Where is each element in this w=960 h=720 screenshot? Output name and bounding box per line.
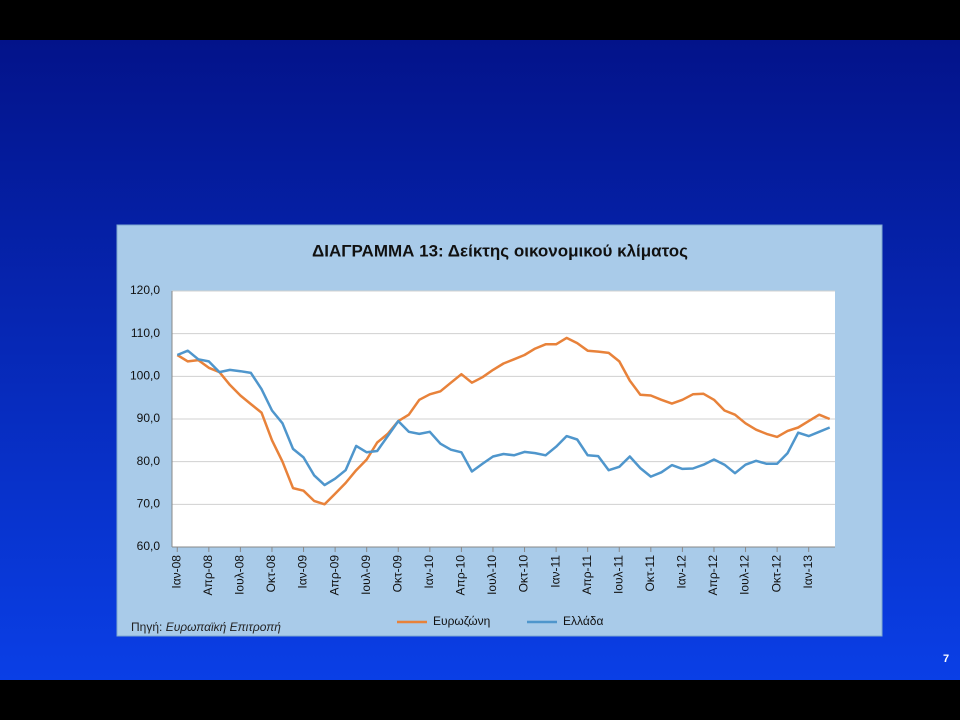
x-tick-label: Ιαν-09 xyxy=(296,555,310,589)
x-tick-label: Απρ-11 xyxy=(580,555,594,595)
page-number: 7 xyxy=(943,653,949,665)
y-tick-label: 110,0 xyxy=(131,326,160,340)
x-tick-label: Ιουλ-09 xyxy=(359,555,373,595)
x-tick-label: Ιουλ-08 xyxy=(233,555,247,595)
x-tick-label: Απρ-10 xyxy=(454,555,468,596)
chart-title: ΔΙΑΓΡΑΜΜΑ 13: Δείκτης οικονομικού κλίματ… xyxy=(312,241,688,260)
x-tick-label: Ιαν-12 xyxy=(675,555,689,589)
y-tick-label: 60,0 xyxy=(137,539,161,553)
x-tick-label: Ιουλ-12 xyxy=(738,555,752,595)
source-text: Ευρωπαϊκή Επιτροπή xyxy=(166,620,282,634)
x-tick-label: Ιαν-13 xyxy=(801,555,815,589)
y-tick-label: 120,0 xyxy=(130,283,160,297)
y-tick-label: 90,0 xyxy=(137,411,161,425)
x-tick-label: Ιαν-11 xyxy=(548,555,562,588)
x-tick-label: Απρ-08 xyxy=(201,555,215,596)
series-line xyxy=(176,336,831,506)
x-tick-label: Οκτ-11 xyxy=(643,555,657,592)
source-label: Πηγή: xyxy=(131,620,162,634)
x-tick-label: Ιουλ-10 xyxy=(485,555,499,595)
y-tick-label: 80,0 xyxy=(137,454,161,468)
x-tick-label: Ιαν-08 xyxy=(169,555,183,589)
x-tick-label: Οκτ-09 xyxy=(390,555,404,593)
y-tick-label: 70,0 xyxy=(137,497,161,511)
legend-label: Ελλάδα xyxy=(563,614,603,628)
legend-label: Ευρωζώνη xyxy=(433,614,490,628)
x-tick-label: Οκτ-08 xyxy=(264,555,278,593)
x-tick-label: Απρ-09 xyxy=(327,555,341,596)
x-tick-label: Οκτ-12 xyxy=(769,555,783,593)
x-tick-label: Ιαν-10 xyxy=(422,555,436,589)
x-tick-label: Απρ-12 xyxy=(706,555,720,596)
source: Πηγή: Ευρωπαϊκή Επιτροπή xyxy=(131,620,281,634)
x-tick-label: Ιουλ-11 xyxy=(611,555,625,594)
y-tick-label: 100,0 xyxy=(130,369,160,383)
series-line xyxy=(176,349,831,487)
x-tick-label: Οκτ-10 xyxy=(517,555,531,593)
